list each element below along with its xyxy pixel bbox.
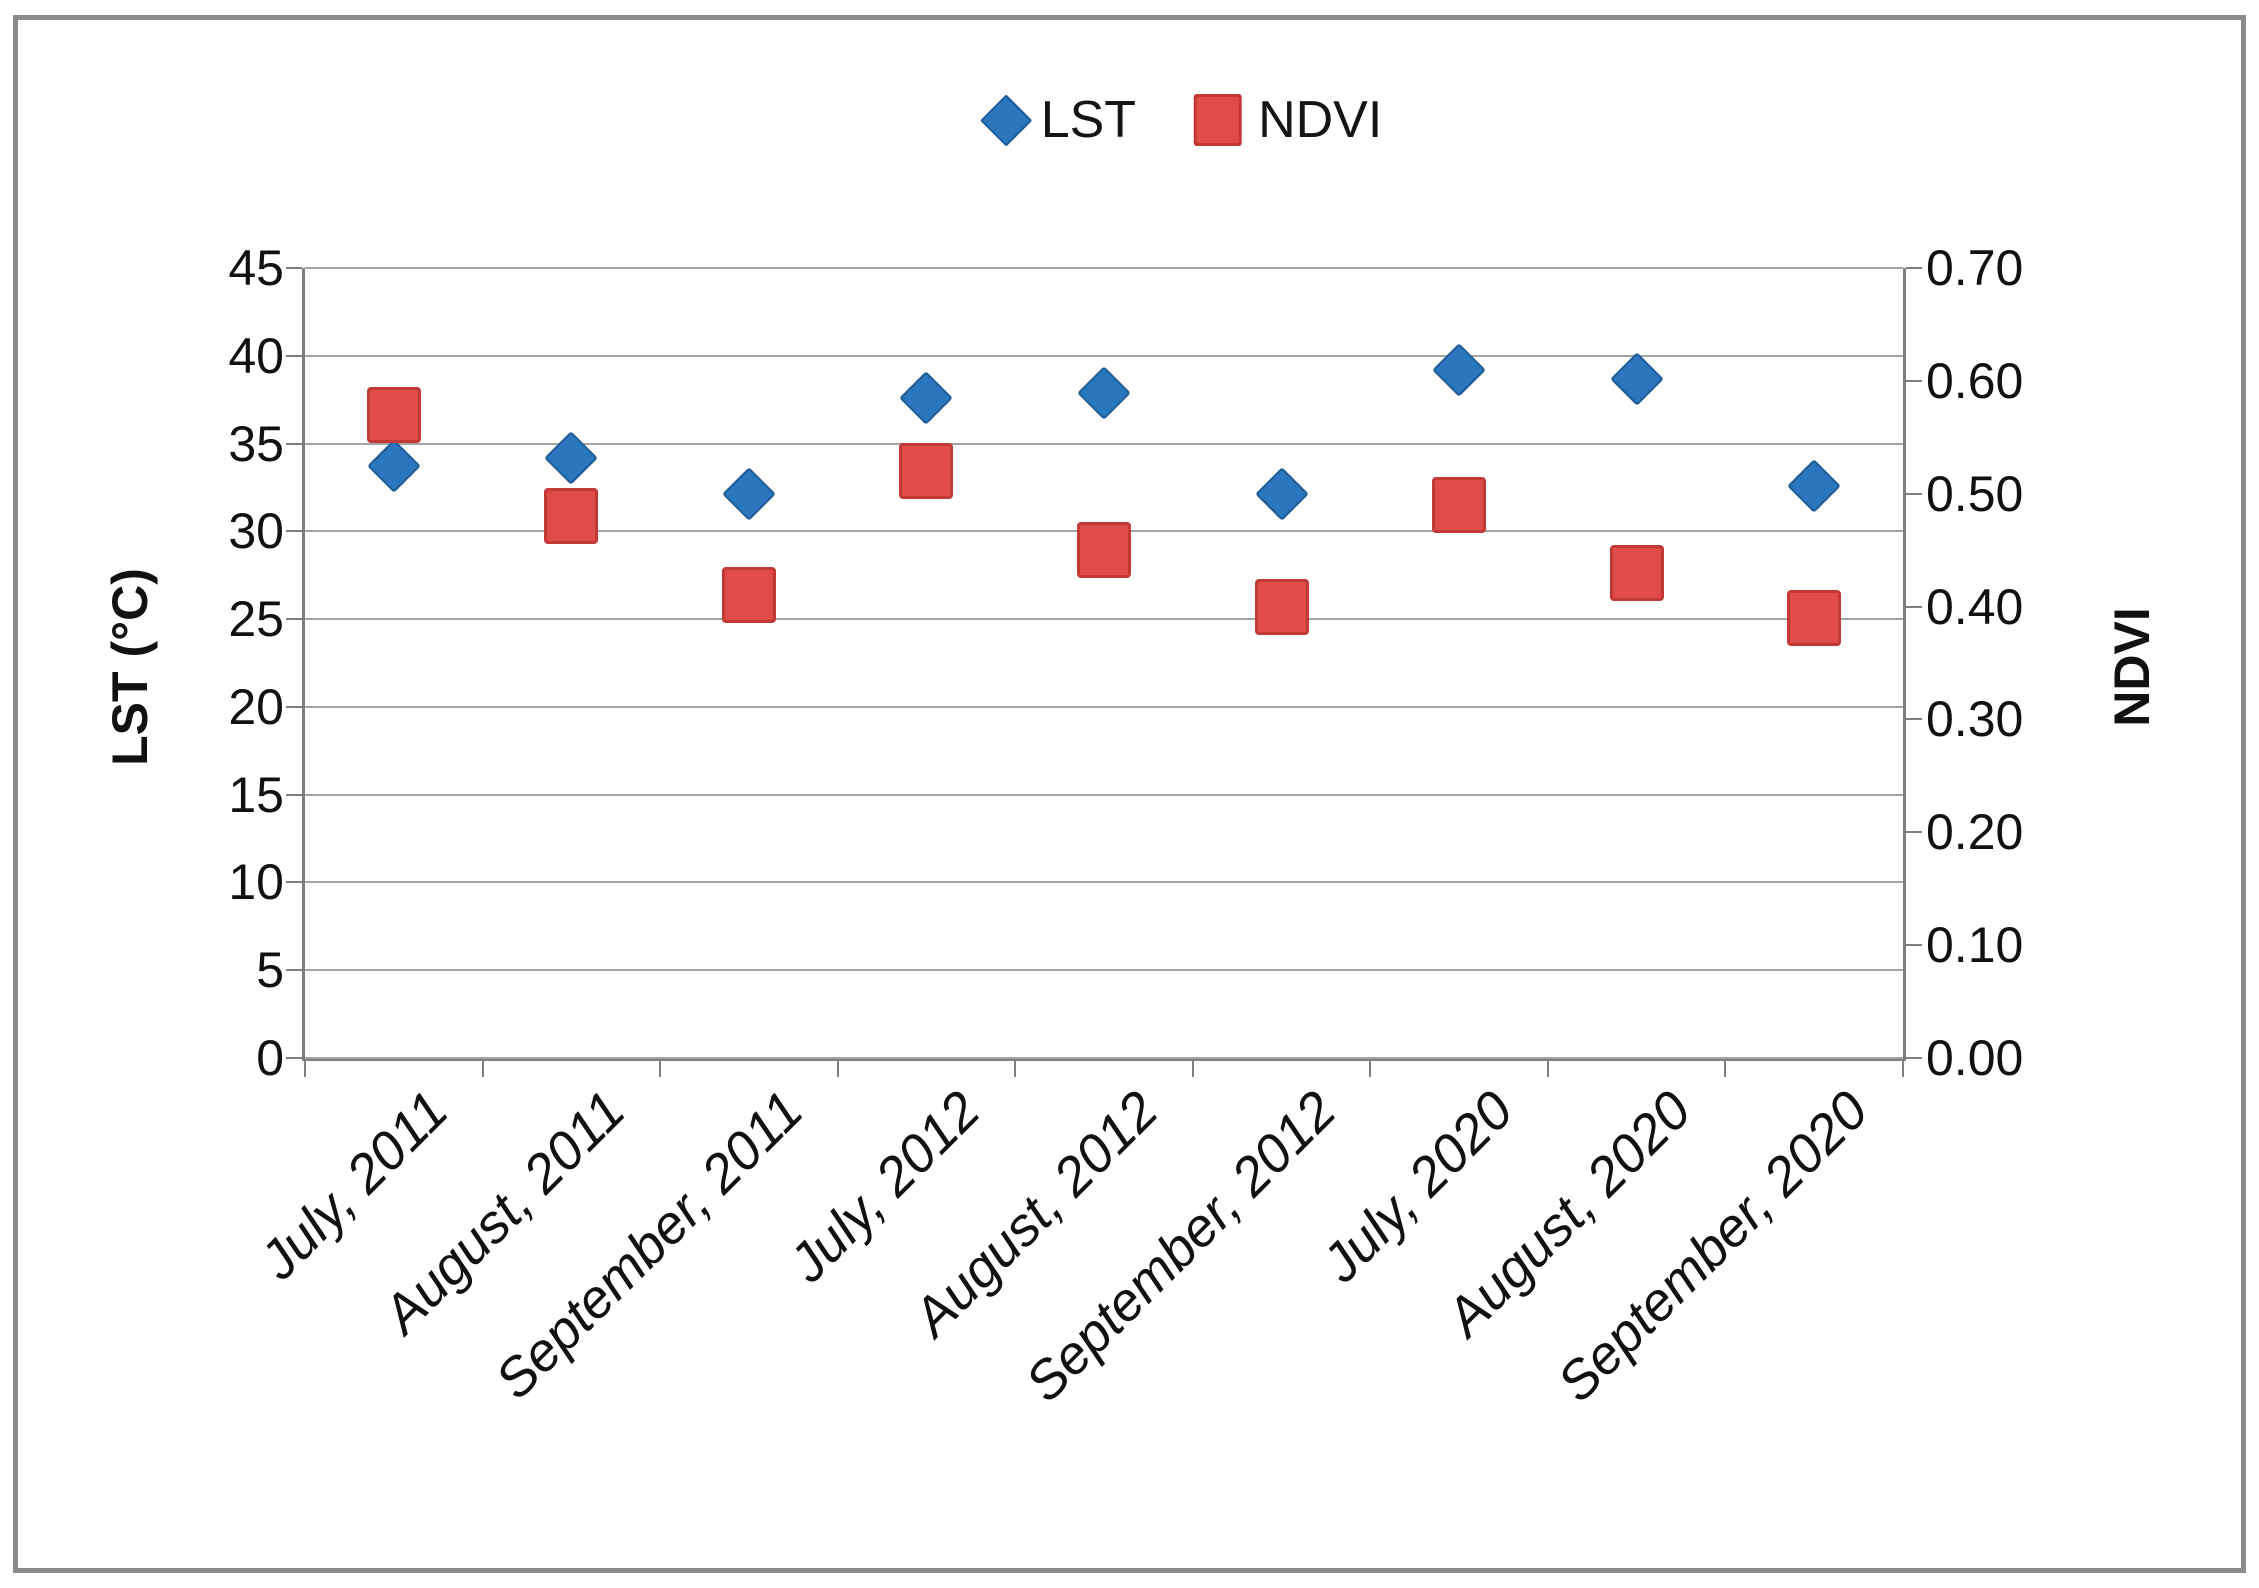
left-axis-tick-label: 0 — [256, 1030, 284, 1086]
lst-data-point-diamond — [1254, 467, 1309, 522]
gridline — [305, 1057, 1903, 1059]
left-axis-tick — [286, 530, 302, 533]
left-axis-tick — [286, 442, 302, 445]
lst-data-point-diamond — [1432, 342, 1486, 397]
left-axis-tick — [286, 1057, 302, 1059]
ndvi-data-point-square — [1432, 477, 1487, 533]
right-axis-tick — [1906, 605, 1922, 608]
right-axis-tick-label: 0.20 — [1926, 804, 2024, 861]
plot-area — [286, 267, 1922, 1077]
right-axis-tick — [1906, 718, 1922, 721]
right-axis-tick-label: 0.40 — [1926, 578, 2024, 635]
left-axis-tick — [286, 705, 302, 708]
left-axis-tick — [286, 618, 302, 621]
lst-data-point-diamond — [366, 439, 421, 494]
x-axis-tick — [1191, 1061, 1194, 1077]
left-axis-tick — [286, 793, 302, 796]
x-axis-tick — [1902, 1061, 1904, 1077]
lst-diamond-icon — [980, 93, 1033, 147]
ndvi-data-point-square — [1254, 578, 1309, 635]
ndvi-data-point-square — [721, 567, 776, 624]
ndvi-data-point-square — [366, 386, 421, 443]
gridline — [305, 354, 1903, 357]
lst-data-point-diamond — [722, 467, 776, 522]
right-axis-tick-label: 0.00 — [1926, 1030, 2024, 1086]
lst-data-point-diamond — [1609, 351, 1664, 406]
left-axis-tick-label: 40 — [228, 327, 284, 384]
gridline — [305, 267, 1903, 269]
legend-item-ndvi: NDVI — [1194, 94, 1382, 146]
ndvi-square-icon — [1194, 94, 1243, 146]
left-axis-tick — [286, 354, 302, 357]
x-axis-tick — [1369, 1061, 1372, 1077]
left-axis-tick-label: 10 — [228, 854, 284, 911]
ndvi-data-point-square — [899, 443, 954, 500]
right-axis-tick — [1906, 267, 1922, 269]
x-axis-tick — [836, 1061, 839, 1077]
left-axis-tick-label: 35 — [228, 415, 284, 472]
legend: LST NDVI — [980, 91, 1382, 149]
right-axis-tick — [1906, 492, 1922, 495]
right-axis-tick-label: 0.50 — [1926, 465, 2024, 522]
x-axis-tick — [1724, 1061, 1727, 1077]
right-axis-tick — [1906, 944, 1922, 947]
lst-data-point-diamond — [1077, 365, 1131, 420]
left-axis-tick-label: 30 — [228, 503, 284, 560]
ndvi-data-point-square — [544, 488, 599, 545]
gridline — [305, 881, 1903, 884]
right-axis-tick-label: 0.60 — [1926, 352, 2024, 409]
left-axis-tick — [286, 267, 302, 269]
left-axis-tick-label: 45 — [228, 240, 284, 296]
left-axis-tick — [286, 969, 302, 972]
x-axis-tick — [481, 1061, 484, 1077]
x-axis-tick — [1546, 1061, 1549, 1077]
gridline — [305, 793, 1903, 796]
x-axis-tick — [659, 1061, 662, 1077]
x-axis-tick — [304, 1061, 306, 1077]
lst-data-point-diamond — [1787, 458, 1842, 513]
legend-item-lst: LST — [980, 91, 1137, 149]
right-axis-tick-label: 0.70 — [1926, 240, 2024, 296]
right-axis-tick — [1906, 379, 1922, 382]
right-axis-tick-label: 0.30 — [1926, 691, 2024, 748]
lst-data-point-diamond — [544, 430, 599, 485]
lst-data-point-diamond — [899, 371, 954, 425]
gridline — [305, 969, 1903, 972]
left-axis-tick-label: 25 — [228, 591, 284, 648]
figure-border — [13, 15, 2246, 1573]
left-axis-tick-label: 20 — [228, 678, 284, 735]
ndvi-data-point-square — [1787, 589, 1842, 646]
gridline — [305, 705, 1903, 708]
left-axis-tick-label: 15 — [228, 766, 284, 823]
left-axis-tick-label: 5 — [256, 942, 284, 999]
left-axis-tick — [286, 881, 302, 884]
right-axis-tick-label: 0.10 — [1926, 917, 2024, 974]
ndvi-data-point-square — [1609, 544, 1664, 601]
x-axis-tick — [1014, 1061, 1017, 1077]
right-axis-tick — [1906, 1057, 1922, 1059]
legend-label-ndvi: NDVI — [1258, 91, 1383, 149]
gridline — [305, 442, 1903, 445]
gridline — [305, 618, 1903, 621]
right-axis-tick — [1906, 831, 1922, 834]
ndvi-data-point-square — [1077, 522, 1131, 579]
legend-label-lst: LST — [1040, 91, 1137, 149]
